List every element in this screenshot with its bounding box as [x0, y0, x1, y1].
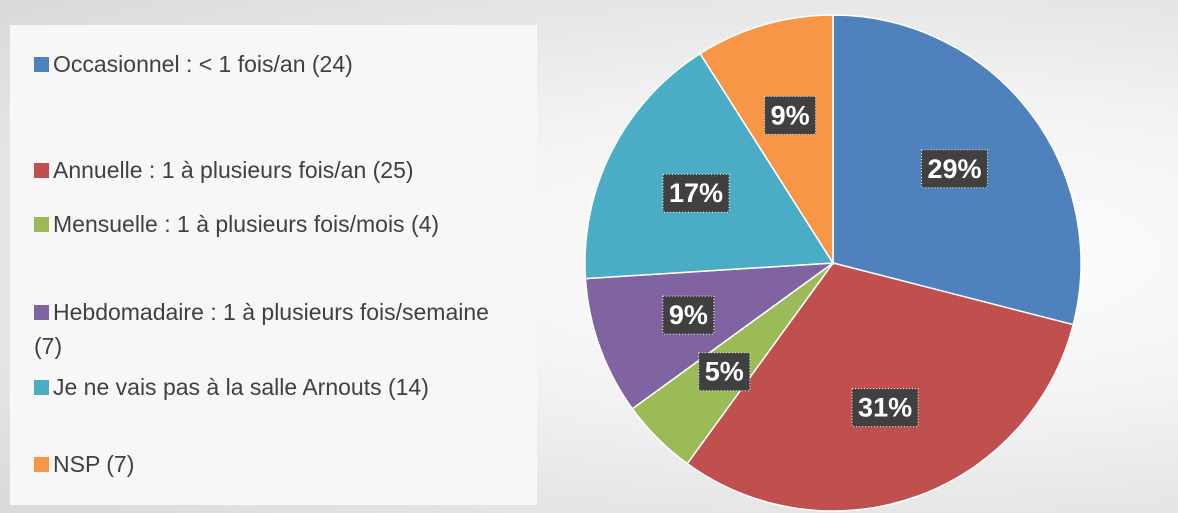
legend-swatch	[34, 457, 49, 472]
legend-swatch	[34, 163, 49, 178]
pie-slice	[686, 262, 1075, 512]
data-label: 5%	[698, 352, 751, 392]
data-label-box	[920, 149, 989, 189]
legend-item: Mensuelle : 1 à plusieurs fois/mois (4)	[34, 207, 514, 241]
legend-text: Annuelle : 1 à plusieurs fois/an (25)	[53, 157, 414, 183]
legend-swatch	[34, 217, 49, 232]
legend: Occasionnel : < 1 fois/an (24) Annuelle :…	[10, 25, 537, 505]
data-label-box	[698, 352, 751, 392]
legend-swatch	[34, 57, 49, 72]
data-label: 17%	[662, 173, 730, 213]
legend-item: Annuelle : 1 à plusieurs fois/an (25)	[34, 153, 514, 187]
legend-text: NSP (7)	[53, 451, 135, 477]
data-label-text: 17%	[669, 178, 723, 208]
legend-text: Occasionnel : < 1 fois/an (24)	[53, 51, 353, 77]
data-label-box	[662, 295, 715, 335]
legend-swatch	[34, 380, 49, 395]
pie-slice	[584, 52, 835, 280]
data-label-box	[851, 388, 919, 428]
legend-text: Je ne vais pas à la salle Arnouts (14)	[53, 374, 429, 400]
legend-item: Je ne vais pas à la salle Arnouts (14)	[34, 370, 514, 404]
data-label-text: 31%	[858, 393, 912, 423]
data-label-box	[662, 173, 730, 213]
legend-text: Hebdomadaire : 1 à plusieurs fois/semain…	[34, 299, 489, 359]
pie-slice	[699, 14, 834, 266]
data-label-text: 5%	[705, 357, 744, 387]
data-label-box	[764, 95, 817, 135]
data-label: 9%	[662, 295, 715, 335]
legend-item: NSP (7)	[34, 447, 514, 481]
data-label-text: 9%	[669, 300, 708, 330]
data-label-text: 29%	[927, 154, 981, 184]
data-label-text: 9%	[771, 100, 810, 130]
data-label: 29%	[920, 149, 989, 189]
legend-item: Hebdomadaire : 1 à plusieurs fois/semain…	[34, 295, 514, 363]
data-label: 9%	[764, 95, 817, 135]
legend-text: Mensuelle : 1 à plusieurs fois/mois (4)	[53, 211, 440, 237]
pie-slice	[584, 262, 836, 410]
legend-swatch	[34, 305, 49, 320]
legend-item: Occasionnel : < 1 fois/an (24)	[34, 47, 514, 81]
data-label: 31%	[851, 388, 919, 428]
